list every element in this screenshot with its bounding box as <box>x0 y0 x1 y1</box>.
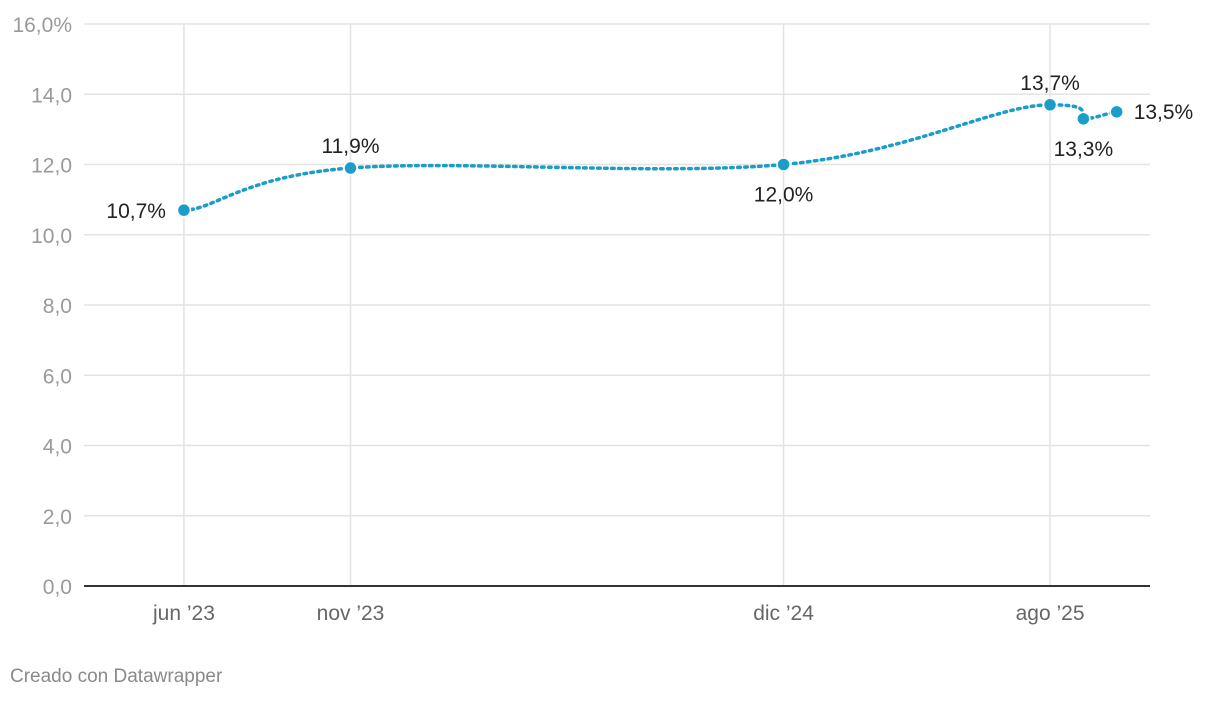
x-tick-label: jun ’23 <box>152 602 215 625</box>
data-point <box>343 160 358 176</box>
credit-text: Creado con Datawrapper <box>10 666 223 687</box>
data-label: 10,7% <box>106 200 166 223</box>
data-point <box>176 202 192 218</box>
y-tick-label: 4,0 <box>43 436 72 459</box>
data-label: 11,9% <box>322 135 380 158</box>
y-tick-label: 10,0 <box>31 225 72 248</box>
data-label: 12,0% <box>754 184 814 207</box>
data-label: 13,3% <box>1054 138 1114 161</box>
data-label: 13,7% <box>1020 72 1080 95</box>
x-tick-label: ago ’25 <box>1016 602 1085 625</box>
y-tick-label: 16,0% <box>12 14 72 37</box>
data-point <box>1076 111 1091 127</box>
data-label: 13,5% <box>1134 101 1194 124</box>
x-tick-label: nov ’23 <box>317 602 385 625</box>
data-point <box>1042 97 1058 113</box>
y-tick-label: 2,0 <box>43 506 72 529</box>
y-tick-label: 14,0 <box>31 84 72 107</box>
y-tick-label: 0,0 <box>43 576 72 599</box>
data-point <box>1109 104 1124 120</box>
y-tick-label: 12,0 <box>31 155 72 178</box>
y-tick-label: 6,0 <box>43 365 72 388</box>
y-tick-label: 8,0 <box>43 295 72 318</box>
data-point <box>776 157 791 172</box>
x-tick-label: dic ’24 <box>753 602 814 625</box>
